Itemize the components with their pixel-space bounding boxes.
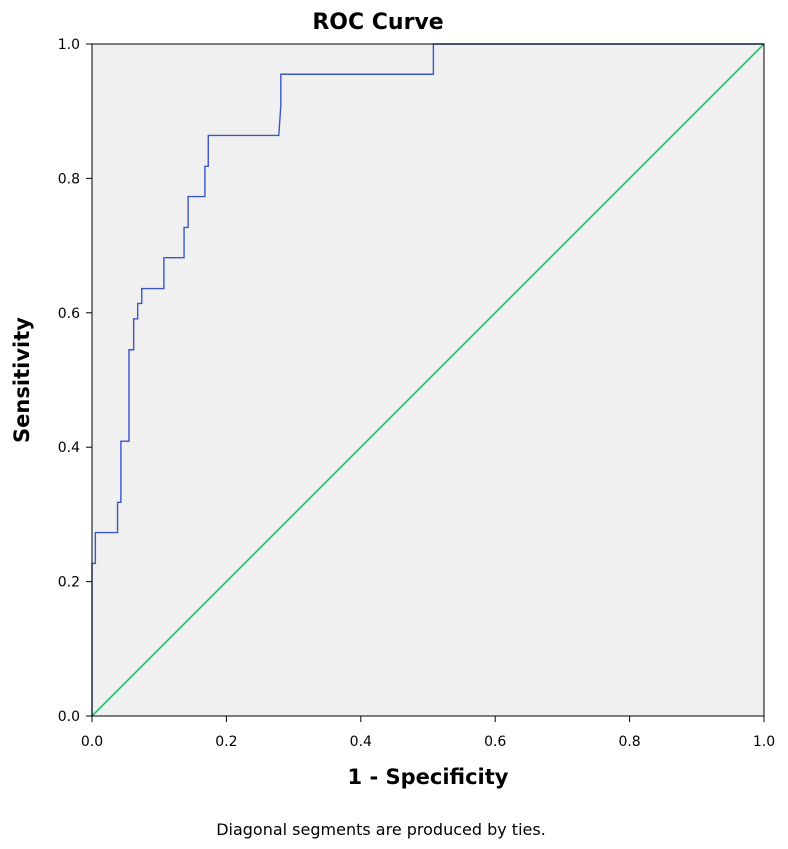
footnote: Diagonal segments are produced by ties. <box>216 820 546 839</box>
y-tick-label: 0.4 <box>58 440 80 456</box>
x-tick-label: 0.8 <box>618 734 640 750</box>
x-tick-label: 0.0 <box>81 734 103 750</box>
y-tick-label: 0.0 <box>58 709 80 725</box>
y-tick-label: 0.2 <box>58 575 80 591</box>
plot-frame <box>91 43 765 717</box>
axis-ticks <box>86 43 765 722</box>
x-tick-label: 1.0 <box>753 734 775 750</box>
axis-tick-labels: 0.0 0.2 0.4 0.6 0.8 1.0 0.0 0.2 0.4 0.6 0.8 1.0 <box>58 37 775 750</box>
reference-diagonal-line <box>91 43 765 717</box>
chart-title: ROC Curve <box>312 10 443 35</box>
x-tick-label: 0.4 <box>350 734 372 750</box>
y-tick-label: 1.0 <box>58 37 80 53</box>
y-tick-label: 0.6 <box>58 306 80 322</box>
roc-curve-line <box>91 43 764 716</box>
y-tick-label: 0.8 <box>58 171 80 187</box>
x-tick-label: 0.6 <box>484 734 506 750</box>
x-tick-label: 0.2 <box>215 734 237 750</box>
y-axis-label: Sensitivity <box>10 317 34 443</box>
x-axis-label: 1 - Specificity <box>348 765 509 789</box>
